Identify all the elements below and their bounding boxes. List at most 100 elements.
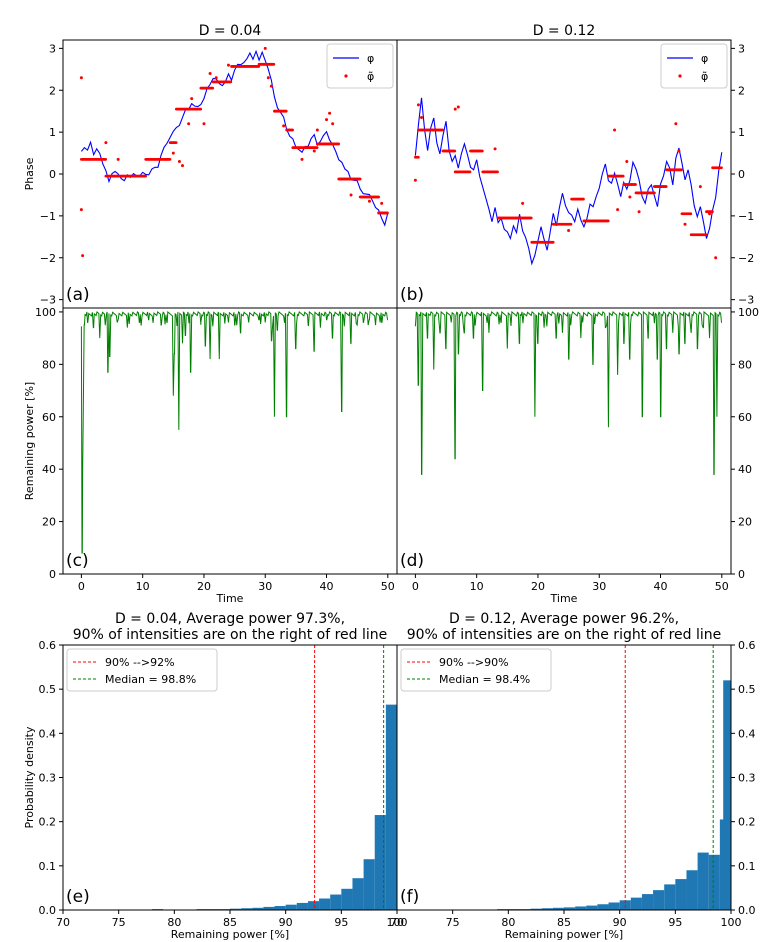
- histogram-bar: [296, 902, 308, 910]
- y-tick-label: 0.6: [738, 639, 756, 652]
- phi-tilde-point: [413, 178, 417, 182]
- phi-tilde-point: [300, 157, 304, 161]
- phi-tilde-point: [416, 103, 420, 107]
- phi-tilde-point: [677, 149, 681, 153]
- phi-tilde-point: [521, 201, 525, 205]
- y-tick-label: 0.5: [738, 683, 756, 696]
- x-tick-label: 85: [223, 916, 237, 929]
- x-tick-label: 0: [78, 580, 85, 593]
- phi-tilde-point: [714, 256, 718, 260]
- histogram-bar: [319, 898, 331, 910]
- y-tick-label: 20: [42, 516, 56, 529]
- phi-tilde-point: [202, 122, 206, 126]
- axes-frame: [62, 307, 398, 575]
- phi-tilde-point: [380, 201, 384, 205]
- phi-tilde-point: [328, 111, 332, 115]
- x-tick-label: 20: [531, 580, 545, 593]
- phi-tilde-point: [453, 107, 457, 111]
- phi-tilde-point: [704, 233, 708, 237]
- histogram-bar: [653, 890, 665, 910]
- histogram-bar: [352, 878, 364, 910]
- y-tick-label: 1: [738, 126, 745, 139]
- chart-title: D = 0.12: [533, 23, 596, 39]
- phi-tilde-point: [266, 76, 270, 80]
- histogram-bar: [708, 854, 720, 910]
- phi-tilde-point: [551, 240, 555, 244]
- phi-tilde-point: [496, 170, 499, 174]
- panel-label: (f): [400, 887, 419, 907]
- phi-tilde-point: [229, 80, 233, 84]
- x-tick-label: 80: [167, 916, 181, 929]
- histogram-bar: [686, 870, 698, 910]
- phi-tilde-point: [634, 183, 637, 186]
- x-tick-label: 50: [381, 580, 395, 593]
- y-tick-label: 0: [49, 168, 56, 181]
- histogram-bar: [252, 907, 264, 910]
- y-tick-label: 0.0: [39, 904, 57, 917]
- y-tick-label: 0.1: [738, 860, 756, 873]
- x-tick-label: 85: [557, 916, 571, 929]
- histogram-bar: [664, 884, 676, 910]
- phi-tilde-point: [616, 208, 620, 212]
- histogram-bar: [697, 852, 709, 910]
- y-tick-label: 40: [42, 463, 56, 476]
- y-tick-label: −1: [738, 210, 754, 223]
- y-tick-label: −1: [40, 210, 56, 223]
- y-tick-label: 3: [738, 42, 745, 55]
- phi-tilde-point: [456, 105, 460, 109]
- phi-tilde-point: [529, 216, 533, 220]
- legend: [400, 648, 552, 692]
- plot-area: [414, 310, 722, 475]
- y-tick-label: 60: [42, 411, 56, 424]
- plot-area: [80, 310, 388, 554]
- chart-title-line: 90% of intensities are on the right of r…: [73, 627, 388, 643]
- phi-tilde-point: [331, 122, 335, 126]
- phi-tilde-point: [214, 76, 218, 80]
- phi-tilde-point: [315, 146, 319, 150]
- phi-tilde-point: [257, 64, 261, 68]
- legend-label: φ̃: [701, 70, 708, 83]
- histogram-bar: [608, 902, 620, 910]
- x-axis-label: Remaining power [%]: [505, 928, 623, 941]
- x-tick-label: 95: [334, 916, 348, 929]
- histogram-bar: [285, 904, 297, 910]
- phi-tilde-point: [698, 185, 702, 189]
- y-tick-label: 0.4: [39, 727, 57, 740]
- x-axis-label: Remaining power [%]: [171, 928, 289, 941]
- phi-tilde-point: [710, 210, 714, 214]
- y-tick-label: 80: [42, 358, 56, 371]
- phi-tilde-point: [171, 151, 175, 155]
- y-tick-label: 1: [49, 126, 56, 139]
- y-axis-label: Phase: [23, 157, 36, 190]
- y-tick-label: 0: [738, 568, 745, 581]
- x-tick-label: 75: [446, 916, 460, 929]
- histogram-bar: [723, 680, 731, 910]
- x-tick-label: 40: [654, 580, 668, 593]
- histogram-bar: [341, 888, 353, 910]
- phi-tilde-point: [582, 197, 585, 201]
- panel-f: 0.0 0.1 0.2 0.3 0.4 0.5 0.6 70 75 80 85 90 95 100 Rema…: [390, 611, 756, 941]
- panel-b: −3 −2 −1 0 1 2 3 D = 0.12 (b) φ φ̃: [396, 23, 754, 309]
- x-tick-label: 20: [197, 580, 211, 593]
- x-tick-label: 90: [279, 916, 293, 929]
- panel-label: (e): [66, 887, 90, 907]
- plot-area: [79, 46, 389, 258]
- phi-tilde-point: [181, 164, 185, 168]
- y-tick-label: 2: [738, 84, 745, 97]
- phi-tilde-point: [174, 141, 178, 144]
- histogram-bar: [274, 906, 286, 910]
- x-tick-label: 80: [501, 916, 515, 929]
- y-tick-label: 3: [49, 42, 56, 55]
- histogram-bar: [675, 879, 687, 910]
- y-tick-label: −3: [738, 294, 754, 307]
- phi-tilde-point: [416, 155, 420, 159]
- phi-tilde-point: [468, 170, 472, 174]
- legend-marker-swatch: [344, 74, 348, 78]
- phi-tilde-point: [104, 141, 108, 145]
- legend-marker-swatch: [678, 74, 682, 78]
- y-tick-label: 0.0: [738, 904, 756, 917]
- y-tick-label: 100: [738, 306, 759, 319]
- phi-tilde-point: [211, 86, 215, 90]
- phi-tilde-point: [652, 191, 656, 195]
- histogram-bar: [597, 904, 609, 910]
